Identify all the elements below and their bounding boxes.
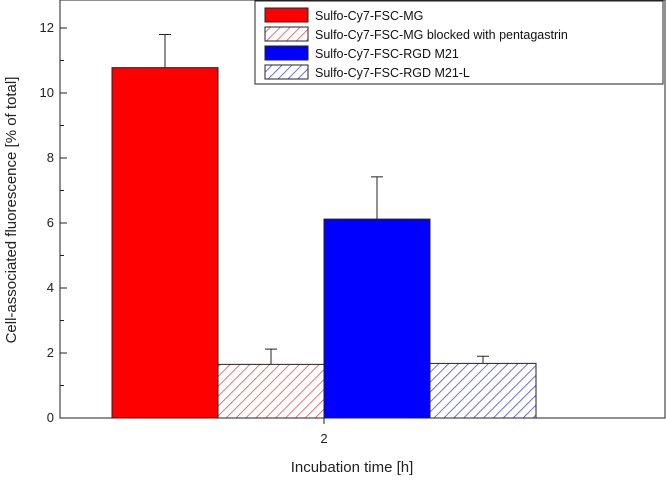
legend-label-3: Sulfo-Cy7-FSC-RGD M21: [315, 47, 459, 61]
bar-3: [323, 218, 431, 419]
legend-swatch-3: [264, 45, 309, 61]
y-tick-label: 10: [40, 85, 54, 100]
y-tick-label: 0: [47, 410, 54, 425]
bars: [111, 67, 537, 419]
legend-swatch-2: [264, 26, 309, 42]
bar-2: [217, 363, 325, 419]
x-axis: 2: [320, 418, 328, 446]
legend-label-2: Sulfo-Cy7-FSC-MG blocked with pentagastr…: [315, 28, 568, 42]
bar-4: [429, 362, 537, 419]
y-tick-label: 6: [47, 215, 54, 230]
legend: Sulfo-Cy7-FSC-MG Sulfo-Cy7-FSC-MG blocked…: [254, 0, 664, 85]
legend-label-1: Sulfo-Cy7-FSC-MG: [315, 9, 423, 23]
error-bars: [159, 34, 489, 365]
x-axis-label: Incubation time [h]: [291, 459, 414, 476]
legend-swatch-4: [264, 64, 309, 80]
x-tick-label: 2: [320, 431, 327, 446]
legend-box: [254, 0, 664, 85]
y-tick-label: 4: [47, 280, 54, 295]
legend-swatch-1: [264, 7, 309, 23]
y-axis: 0 2 4 6 8 10 12: [40, 20, 67, 425]
y-tick-label: 2: [47, 345, 54, 360]
bar-1: [111, 67, 219, 419]
y-tick-label: 12: [40, 20, 54, 35]
y-axis-label: Cell-associated fluorescence [% of total…: [3, 77, 20, 344]
legend-label-4: Sulfo-Cy7-FSC-RGD M21-L: [315, 66, 470, 80]
y-tick-label: 8: [47, 150, 54, 165]
